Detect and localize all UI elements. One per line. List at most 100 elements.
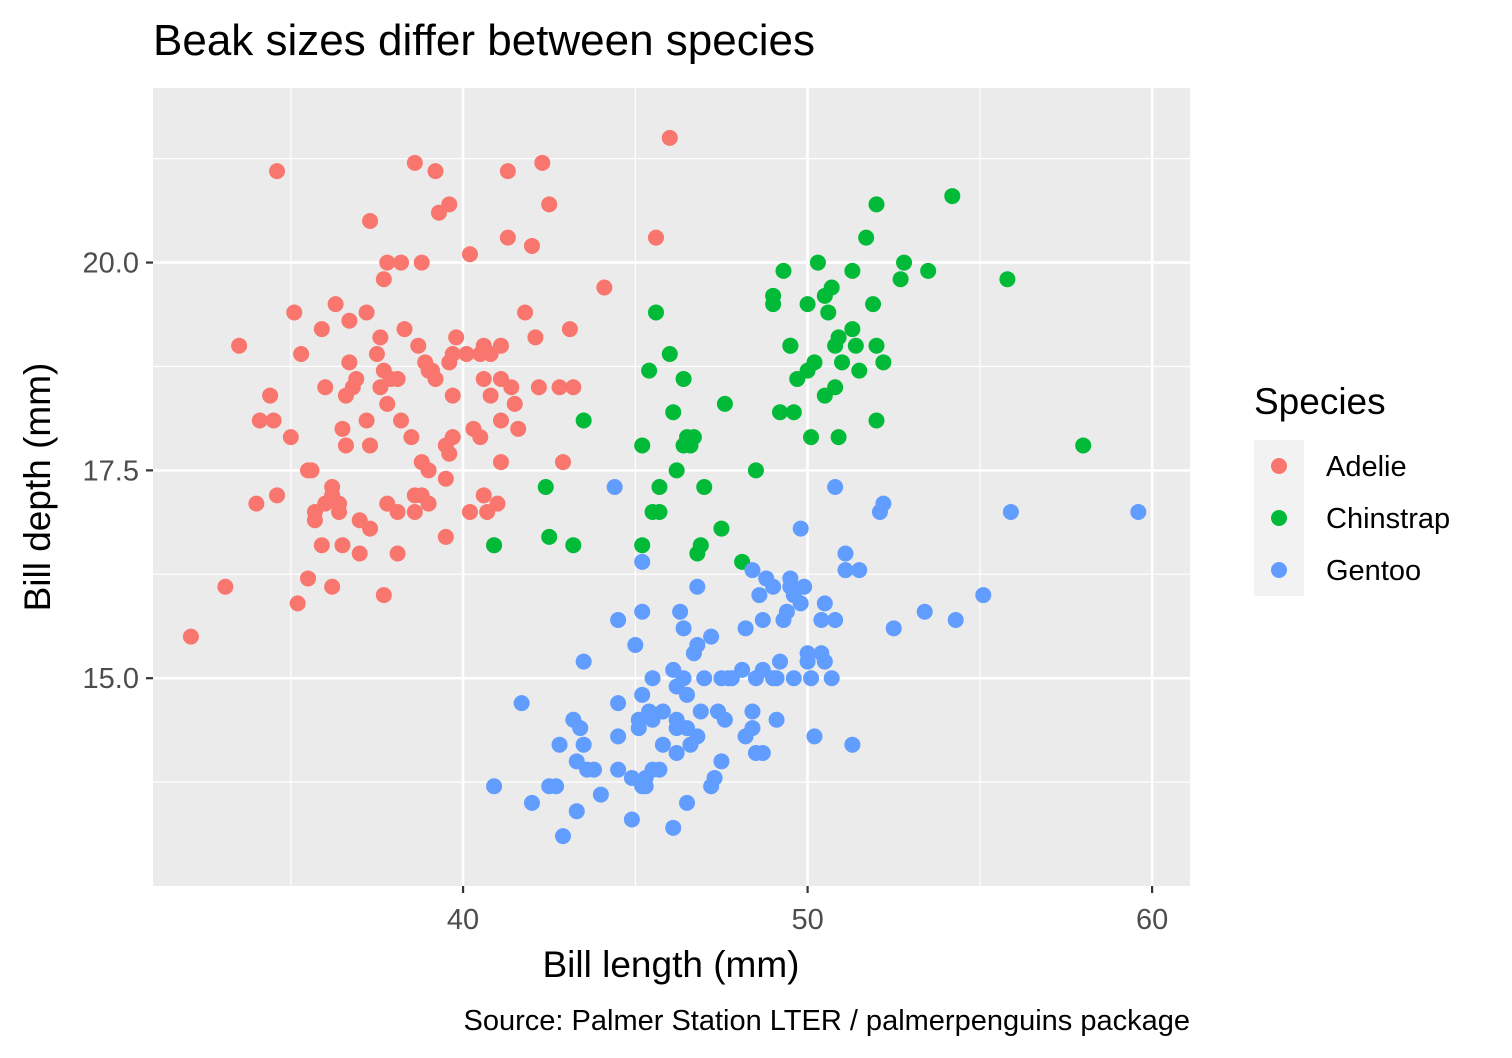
caption: Source: Palmer Station LTER / palmerpeng… xyxy=(464,1005,1190,1037)
point-chinstrap xyxy=(565,537,582,554)
point-chinstrap xyxy=(799,296,816,313)
point-adelie xyxy=(461,503,478,520)
point-gentoo xyxy=(634,603,651,620)
point-chinstrap xyxy=(865,296,882,313)
point-gentoo xyxy=(1130,503,1147,520)
point-chinstrap xyxy=(782,337,799,354)
point-adelie xyxy=(362,437,379,454)
legend: Species Adelie Chinstrap Gentoo xyxy=(1254,381,1450,596)
point-adelie xyxy=(289,595,306,612)
point-chinstrap xyxy=(696,479,713,495)
point-adelie xyxy=(499,163,516,180)
point-adelie xyxy=(313,321,330,338)
point-adelie xyxy=(375,271,392,288)
point-adelie xyxy=(472,429,489,446)
point-gentoo xyxy=(765,578,782,595)
point-gentoo xyxy=(523,794,540,811)
point-chinstrap xyxy=(716,395,733,412)
point-adelie xyxy=(647,229,664,246)
point-adelie xyxy=(437,470,454,487)
point-adelie xyxy=(282,429,299,446)
point-adelie xyxy=(448,329,465,346)
point-adelie xyxy=(313,537,330,554)
point-chinstrap xyxy=(1075,437,1092,454)
point-adelie xyxy=(293,346,310,362)
point-adelie xyxy=(362,520,379,537)
point-adelie xyxy=(475,487,492,504)
point-gentoo xyxy=(851,562,868,579)
grid-minor xyxy=(153,88,1190,886)
legend-marker-chinstrap xyxy=(1271,510,1287,526)
point-gentoo xyxy=(827,612,844,628)
point-adelie xyxy=(461,246,478,263)
point-gentoo xyxy=(792,595,809,612)
point-adelie xyxy=(341,312,358,329)
point-adelie xyxy=(551,379,568,396)
legend-marker-adelie xyxy=(1271,458,1287,474)
point-adelie xyxy=(368,346,385,362)
point-chinstrap xyxy=(858,229,875,246)
point-adelie xyxy=(565,379,582,396)
point-adelie xyxy=(324,578,341,595)
point-gentoo xyxy=(551,736,568,753)
point-gentoo xyxy=(827,479,844,495)
point-gentoo xyxy=(706,769,723,786)
point-adelie xyxy=(406,503,423,520)
point-chinstrap xyxy=(834,354,851,371)
point-adelie xyxy=(251,412,268,429)
legend-label-adelie: Adelie xyxy=(1326,451,1407,483)
point-adelie xyxy=(410,337,427,354)
point-gentoo xyxy=(803,670,820,687)
point-adelie xyxy=(389,503,406,520)
point-gentoo xyxy=(813,612,830,628)
point-adelie xyxy=(337,437,354,454)
point-gentoo xyxy=(675,620,692,637)
point-gentoo xyxy=(744,562,761,579)
point-adelie xyxy=(506,395,523,412)
point-gentoo xyxy=(575,736,592,753)
x-tick-label: 50 xyxy=(791,904,823,936)
legend-title: Species xyxy=(1254,381,1386,422)
point-gentoo xyxy=(885,620,902,637)
point-gentoo xyxy=(754,745,771,761)
point-chinstrap xyxy=(641,362,658,379)
point-chinstrap xyxy=(868,196,885,213)
point-adelie xyxy=(530,379,547,396)
point-gentoo xyxy=(689,728,706,745)
point-gentoo xyxy=(585,761,602,778)
point-gentoo xyxy=(947,612,964,628)
x-axis-title: Bill length (mm) xyxy=(543,944,800,985)
point-adelie xyxy=(217,578,234,595)
point-gentoo xyxy=(975,587,992,604)
point-gentoo xyxy=(568,803,585,820)
point-chinstrap xyxy=(892,271,909,288)
point-gentoo xyxy=(610,695,627,712)
point-adelie xyxy=(331,495,348,512)
point-gentoo xyxy=(679,794,696,811)
point-adelie xyxy=(265,412,282,429)
data-points xyxy=(182,129,1147,845)
point-adelie xyxy=(341,354,358,371)
point-adelie xyxy=(334,420,351,437)
point-gentoo xyxy=(823,670,840,687)
point-adelie xyxy=(248,495,265,512)
point-gentoo xyxy=(1002,503,1019,520)
point-chinstrap xyxy=(651,479,668,495)
point-gentoo xyxy=(610,612,627,628)
point-adelie xyxy=(393,412,410,429)
point-chinstrap xyxy=(537,479,554,495)
y-tick-label: 15.0 xyxy=(83,663,139,695)
point-gentoo xyxy=(837,545,854,562)
point-adelie xyxy=(231,337,248,354)
point-chinstrap xyxy=(692,537,709,554)
point-adelie xyxy=(444,346,461,362)
point-gentoo xyxy=(668,745,685,761)
point-adelie xyxy=(441,196,458,213)
point-adelie xyxy=(420,462,437,479)
point-adelie xyxy=(441,445,458,462)
point-chinstrap xyxy=(685,429,702,446)
point-gentoo xyxy=(692,703,709,720)
point-gentoo xyxy=(689,578,706,595)
point-gentoo xyxy=(654,736,671,753)
point-chinstrap xyxy=(713,520,730,537)
